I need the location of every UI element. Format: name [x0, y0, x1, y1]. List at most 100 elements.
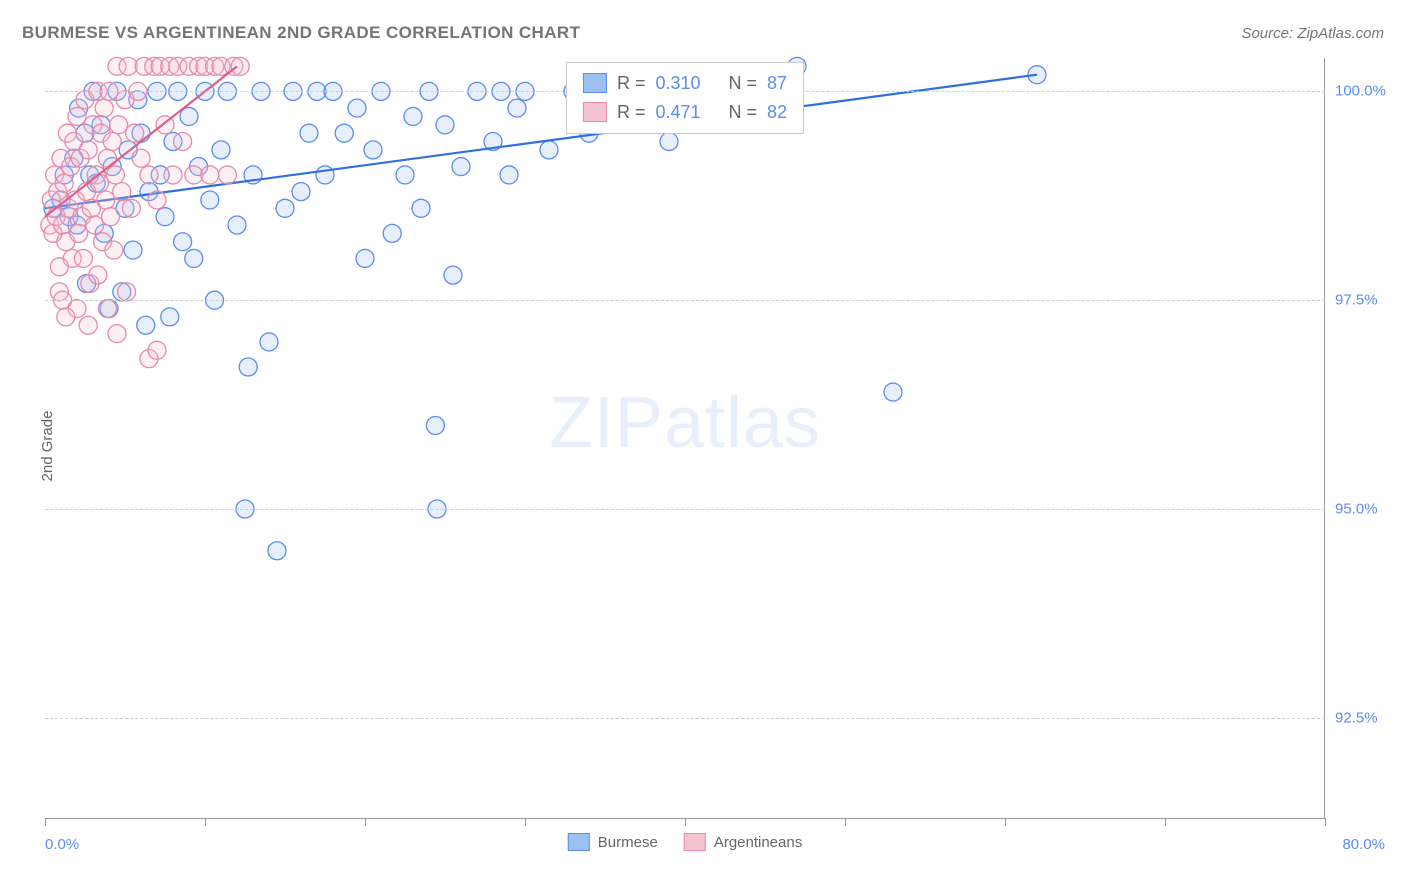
stats-row-argentineans: R = 0.471 N = 82: [583, 98, 787, 127]
data-point: [54, 216, 72, 234]
data-point: [364, 141, 382, 159]
x-tick: [525, 818, 526, 826]
data-point: [396, 166, 414, 184]
data-point: [356, 249, 374, 267]
scatter-svg: [45, 58, 1325, 818]
data-point: [239, 358, 257, 376]
data-point: [185, 166, 203, 184]
stats-n-label: N =: [729, 98, 758, 127]
data-point: [148, 191, 166, 209]
data-point: [102, 208, 120, 226]
data-point: [68, 107, 86, 125]
data-point: [268, 542, 286, 560]
data-point: [86, 216, 104, 234]
data-point: [110, 116, 128, 134]
data-point: [137, 316, 155, 334]
x-tick: [1325, 818, 1326, 826]
data-point: [218, 166, 236, 184]
data-point: [300, 124, 318, 142]
data-point: [540, 141, 558, 159]
y-tick-label: 97.5%: [1335, 292, 1395, 309]
data-point: [335, 124, 353, 142]
x-tick: [1165, 818, 1166, 826]
x-tick: [45, 818, 46, 826]
x-tick: [365, 818, 366, 826]
data-point: [106, 166, 124, 184]
gridline: [45, 718, 1325, 719]
data-point: [500, 166, 518, 184]
data-point: [660, 133, 678, 151]
data-point: [126, 124, 144, 142]
data-point: [436, 116, 454, 134]
data-point: [412, 199, 430, 217]
data-point: [113, 183, 131, 201]
data-point: [426, 416, 444, 434]
data-point: [161, 308, 179, 326]
data-point: [70, 224, 88, 242]
x-tick: [685, 818, 686, 826]
stats-n-value-argentineans: 82: [767, 98, 787, 127]
data-point: [79, 316, 97, 334]
stats-r-label: R =: [617, 69, 646, 98]
data-point: [164, 166, 182, 184]
stats-row-burmese: R = 0.310 N = 87: [583, 69, 787, 98]
data-point: [50, 258, 68, 276]
gridline: [45, 300, 1325, 301]
stats-r-value-argentineans: 0.471: [655, 98, 700, 127]
data-point: [228, 216, 246, 234]
data-point: [74, 249, 92, 267]
data-point: [122, 199, 140, 217]
data-point: [119, 57, 137, 75]
legend-swatch-burmese: [568, 833, 590, 851]
data-point: [292, 183, 310, 201]
data-point: [276, 199, 294, 217]
y-tick-label: 92.5%: [1335, 709, 1395, 726]
y-tick-label: 95.0%: [1335, 500, 1395, 517]
chart-source: Source: ZipAtlas.com: [1241, 25, 1384, 42]
trend-line: [45, 75, 1037, 209]
correlation-stats-box: R = 0.310 N = 87 R = 0.471 N = 82: [566, 62, 804, 134]
legend-label-burmese: Burmese: [598, 834, 658, 851]
stats-r-label: R =: [617, 98, 646, 127]
data-point: [884, 383, 902, 401]
legend-swatch-argentineans: [684, 833, 706, 851]
x-axis-max-label: 80.0%: [1342, 836, 1385, 853]
chart-title: BURMESE VS ARGENTINEAN 2ND GRADE CORRELA…: [22, 23, 580, 43]
data-point: [148, 341, 166, 359]
data-point: [156, 208, 174, 226]
data-point: [124, 241, 142, 259]
data-point: [212, 141, 230, 159]
legend: Burmese Argentineans: [568, 833, 802, 851]
plot-area: ZIPatlas R = 0.310 N = 87 R = 0.471 N = …: [45, 58, 1325, 819]
data-point: [108, 325, 126, 343]
data-point: [316, 166, 334, 184]
data-point: [55, 174, 73, 192]
data-point: [95, 99, 113, 117]
data-point: [89, 266, 107, 284]
data-point: [174, 233, 192, 251]
data-point: [140, 166, 158, 184]
legend-item-burmese: Burmese: [568, 833, 658, 851]
data-point: [383, 224, 401, 242]
data-point: [444, 266, 462, 284]
data-point: [508, 99, 526, 117]
data-point: [452, 158, 470, 176]
data-point: [231, 57, 249, 75]
data-point: [118, 283, 136, 301]
data-point: [98, 300, 116, 318]
data-point: [260, 333, 278, 351]
data-point: [97, 191, 115, 209]
data-point: [105, 241, 123, 259]
chart-header: BURMESE VS ARGENTINEAN 2ND GRADE CORRELA…: [22, 18, 1384, 48]
data-point: [201, 166, 219, 184]
data-point: [348, 99, 366, 117]
data-point: [174, 133, 192, 151]
x-tick: [1005, 818, 1006, 826]
data-point: [90, 174, 108, 192]
x-tick: [845, 818, 846, 826]
data-point: [185, 249, 203, 267]
data-point: [404, 107, 422, 125]
data-point: [132, 149, 150, 167]
x-tick: [205, 818, 206, 826]
data-point: [103, 133, 121, 151]
